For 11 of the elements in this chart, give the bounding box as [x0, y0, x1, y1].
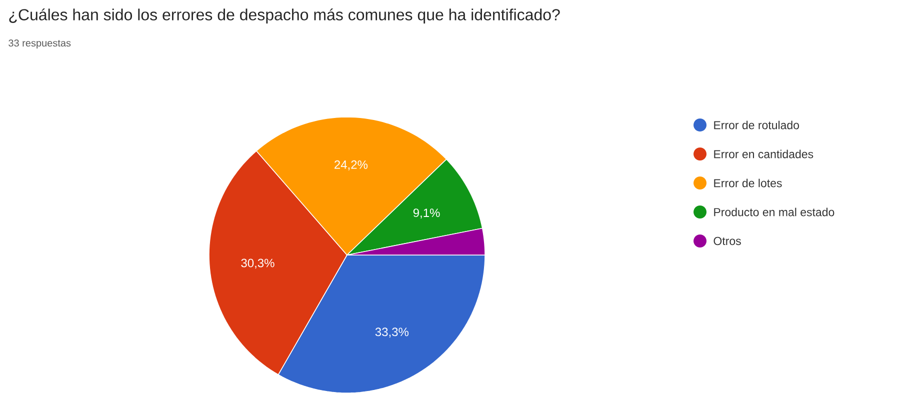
data-label: 24,2%: [334, 160, 368, 170]
legend-label: Error de lotes: [714, 178, 782, 188]
chart-title: ¿Cuáles han sido los errores de despacho más comunes que ha identificado?: [9, 8, 560, 24]
legend-label: Producto en mal estado: [714, 208, 834, 216]
data-label: 33,3%: [375, 328, 409, 338]
data-label: 9,1%: [413, 208, 440, 218]
legend-label: Otros: [714, 236, 741, 246]
text: 33 respuestas: [8, 39, 71, 49]
legend-label: Error en cantidades: [714, 150, 814, 158]
data-label: 30,3%: [241, 258, 274, 269]
legend-label: Error de rotulado: [714, 120, 799, 130]
